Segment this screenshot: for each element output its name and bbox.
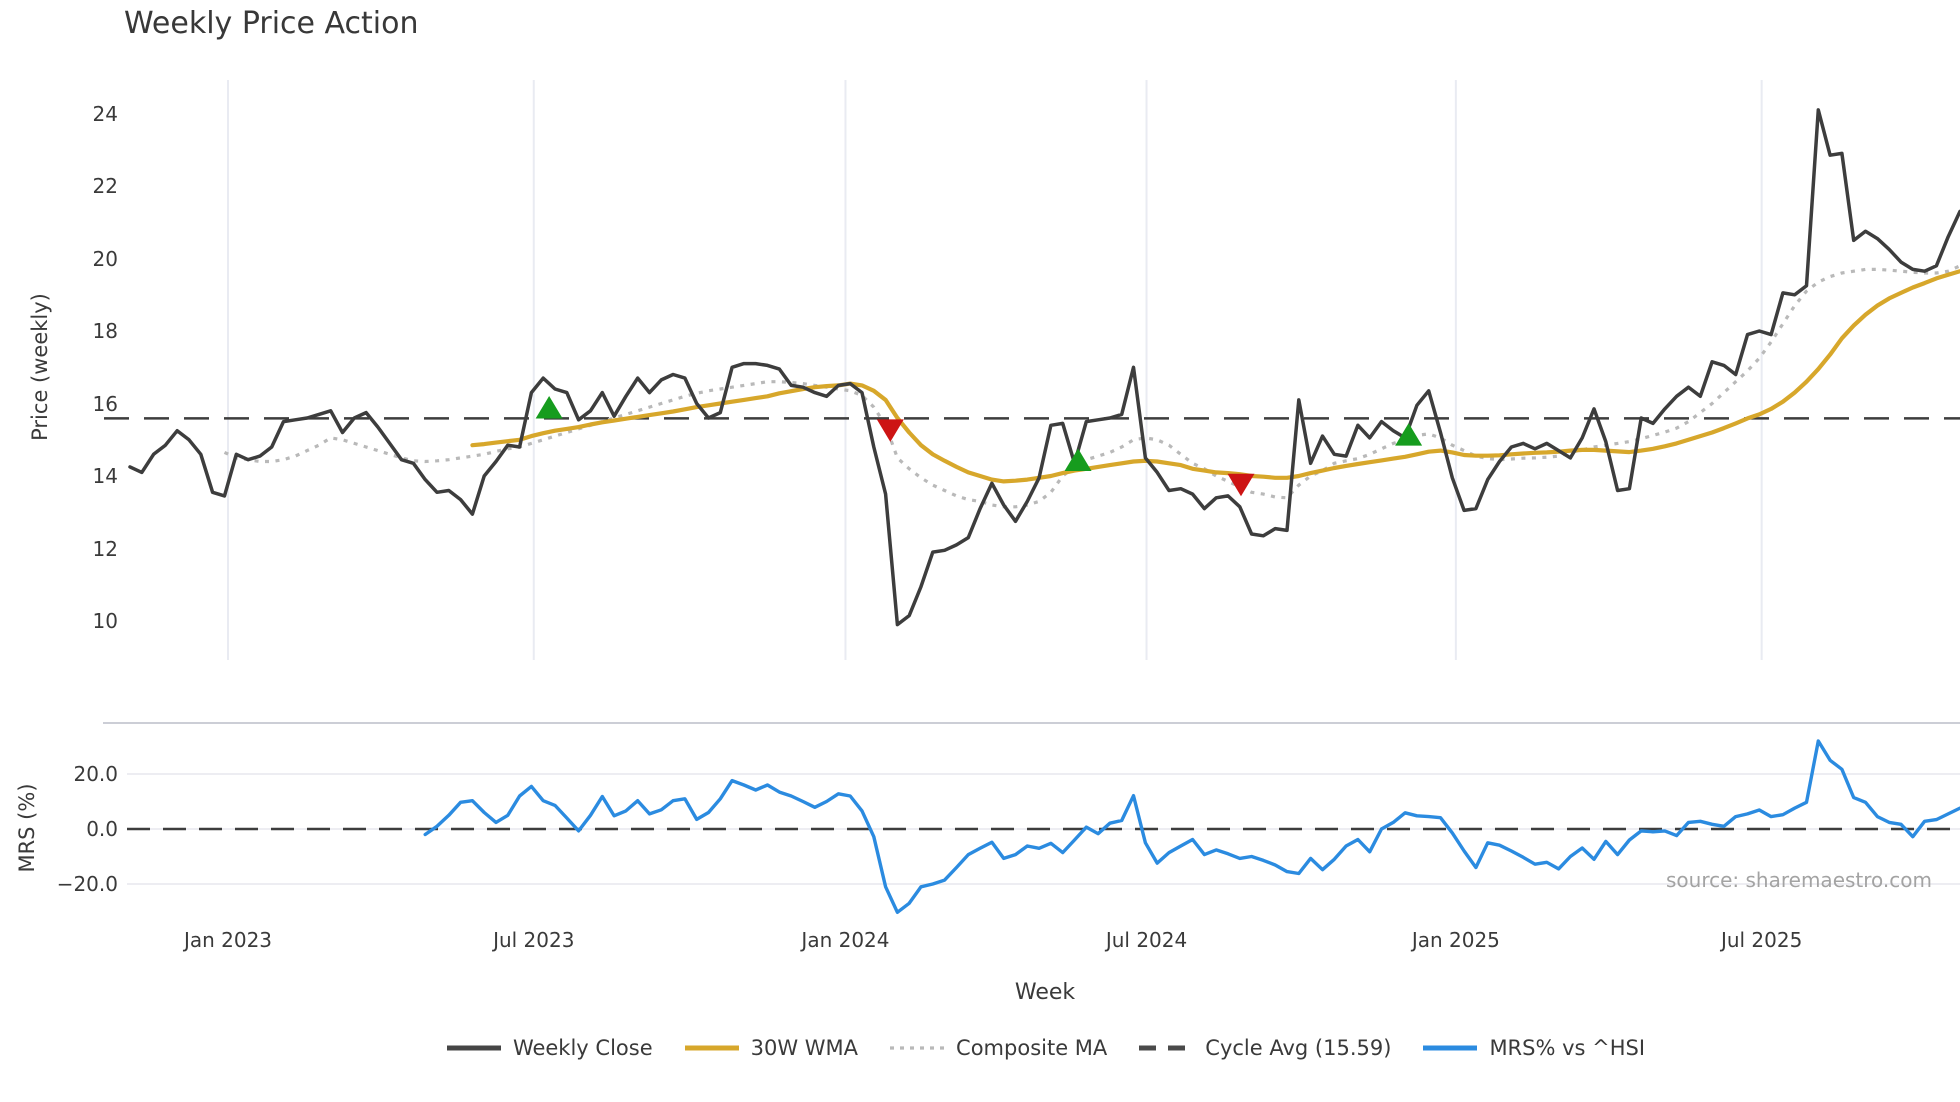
mrs-tick--20: −20.0 [56,872,118,896]
legend-swatch-composite [890,1046,945,1050]
mrs-line [423,739,1960,914]
source-credit: source: sharemaestro.com [1666,868,1932,892]
legend-swatch-mrs [1423,1045,1478,1051]
legend-label-cycle-avg: Cycle Avg (15.59) [1205,1036,1392,1060]
week-axis-label: Week [1014,980,1076,1005]
wma-line [470,269,1960,484]
legend-swatch-cycle-avg [1139,1045,1194,1051]
price-tick-16: 16 [92,391,118,416]
mrs-tick-0: 0.0 [86,817,118,841]
x-tick-jan-2024: Jan 2024 [801,928,890,952]
x-tick-jul-2025: Jul 2025 [1720,928,1803,952]
legend-label-mrs: MRS% vs ^HSI [1489,1036,1646,1060]
composite-ma-line [223,264,1960,509]
legend-item-composite: Composite MA [888,1036,1107,1060]
legend-swatch-wma [684,1045,739,1051]
legend-item-weekly-close: Weekly Close [445,1036,653,1060]
price-tick-18: 18 [92,319,118,343]
legend-label-wma: 30W WMA [750,1036,859,1060]
legend-label-composite: Composite MA [956,1036,1108,1060]
sell-signal-triangle [876,419,904,442]
price-tick-12: 12 [92,536,118,561]
price-tick-10: 10 [92,609,118,633]
price-tick-14: 14 [92,464,118,488]
buy-signal-triangle [535,395,563,419]
price-axis-label: Price (weekly) [28,293,52,441]
mrs-tick-20: 20.0 [73,762,118,786]
x-tick-jan-2025: Jan 2025 [1411,928,1500,952]
buy-signal-triangle [1064,448,1092,471]
legend-item-wma: 30W WMA [683,1036,858,1060]
x-tick-jul-2023: Jul 2023 [493,928,575,952]
legend: Weekly Close 30W WMA Composite MA Cycle Avg… [130,1036,1960,1060]
legend-swatch-weekly-close [446,1045,501,1051]
buy-signal-triangle [1395,423,1423,446]
legend-label-weekly-close: Weekly Close [512,1036,653,1060]
price-tick-20: 20 [92,246,118,271]
legend-item-mrs: MRS% vs ^HSI [1421,1036,1645,1060]
sell-signal-triangle [1227,473,1255,497]
weekly-close-line [128,108,1960,627]
x-tick-jan-2023: Jan 2023 [183,928,273,952]
chart-title: Weekly Price Action [124,6,419,41]
price-tick-24: 24 [92,101,118,126]
legend-item-cycle-avg: Cycle Avg (15.59) [1137,1036,1391,1060]
price-tick-22: 22 [92,174,118,198]
x-tick-jul-2024: Jul 2024 [1105,928,1188,952]
